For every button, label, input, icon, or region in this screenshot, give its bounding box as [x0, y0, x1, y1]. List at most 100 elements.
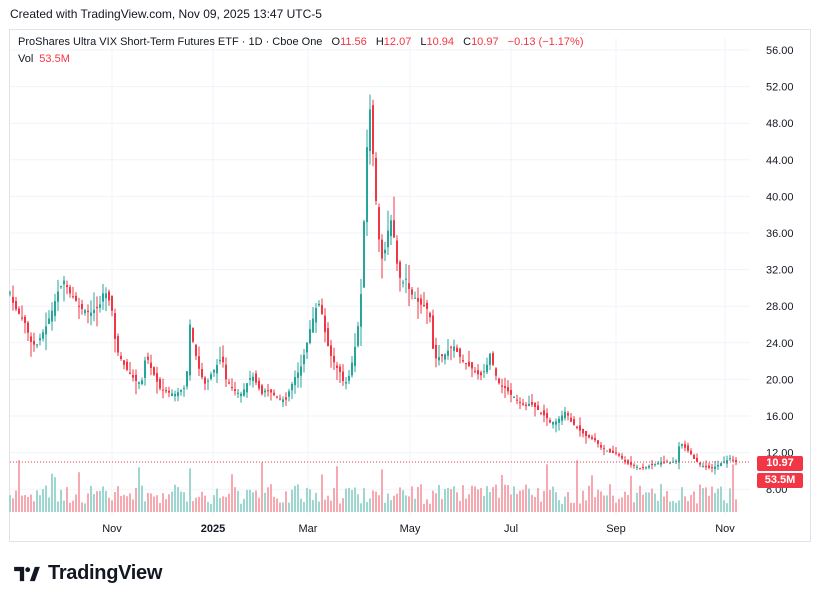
candle-body [708, 465, 710, 468]
candle-body [138, 382, 140, 384]
volume-bar [600, 491, 602, 512]
candle-body [471, 362, 473, 369]
candle-body [402, 282, 404, 284]
candle-body [573, 419, 575, 425]
volume-bar [156, 495, 158, 512]
volume-bar [303, 502, 305, 512]
candle-body [534, 402, 536, 408]
volume-bar [378, 495, 380, 512]
volume-bar [36, 490, 38, 512]
candle-body [579, 425, 581, 431]
candle-body [438, 357, 440, 361]
candle-body [678, 446, 680, 463]
candle-body [435, 344, 437, 359]
candle-body [603, 448, 605, 450]
volume-bar [573, 502, 575, 512]
candle-body [597, 440, 599, 444]
volume-bar [648, 492, 650, 512]
volume-bar [75, 494, 77, 512]
volume-bar [249, 489, 251, 512]
volume-bar [141, 485, 143, 512]
candle-body [654, 463, 656, 465]
y-tick-label: 56.00 [766, 45, 794, 57]
volume-bar [420, 484, 422, 512]
volume-bar [684, 496, 686, 512]
volume-bar [516, 494, 518, 512]
candle-body [492, 353, 494, 365]
volume-bar [327, 495, 329, 512]
volume-bar [612, 495, 614, 512]
candle-body [705, 465, 707, 468]
brand-name: TradingView [48, 562, 163, 584]
volume-bar [348, 488, 350, 512]
volume-bar [228, 493, 230, 512]
volume-bar [651, 488, 653, 512]
volume-bar [57, 501, 59, 512]
volume-bar [456, 492, 458, 512]
volume-bar [33, 501, 35, 512]
candle-body [21, 317, 23, 319]
candle-body [675, 460, 677, 462]
candle-body [396, 240, 398, 264]
candle-body [621, 455, 623, 459]
candle-body [660, 462, 662, 465]
candle-body [24, 316, 26, 323]
candle-body [129, 372, 131, 374]
candle-body [168, 390, 170, 393]
volume-bar [354, 487, 356, 512]
volume-bar [282, 502, 284, 512]
volume-bar [618, 498, 620, 512]
volume-bar [384, 502, 386, 512]
volume-bar [306, 487, 308, 512]
candle-body [369, 109, 371, 152]
candle-body [12, 296, 14, 303]
volume-bar [318, 501, 320, 512]
open-label: O [331, 36, 341, 48]
volume-bar [261, 462, 263, 512]
volume-bar [708, 495, 710, 512]
volume-bar [123, 494, 125, 512]
candle-body [81, 304, 83, 309]
candle-body [558, 418, 560, 423]
candle-body [45, 326, 47, 335]
candle-body [600, 445, 602, 448]
candle-body [153, 367, 155, 375]
candle-body [543, 410, 545, 416]
volume-bar [621, 497, 623, 512]
volume-bar [339, 503, 341, 512]
volume-bar [729, 488, 731, 512]
volume-bar [165, 499, 167, 512]
candle-body [561, 415, 563, 421]
volume-bar [702, 488, 704, 512]
y-tick-label: 40.00 [766, 191, 794, 203]
volume-bar [210, 503, 212, 512]
candle-body [522, 403, 524, 405]
volume-bar [582, 490, 584, 512]
candle-body [423, 305, 425, 307]
tradingview-brand[interactable]: TradingView [12, 562, 162, 585]
candle-body [549, 420, 551, 423]
candle-body [63, 280, 65, 285]
candle-body [36, 344, 38, 346]
volume-bar [423, 503, 425, 512]
candle-body [375, 157, 377, 201]
candle-body [528, 403, 530, 407]
candle-body [348, 375, 350, 381]
candle-body [15, 301, 17, 310]
volume-bar [459, 500, 461, 512]
volume-bar [177, 487, 179, 512]
candle-body [327, 328, 329, 347]
volume-bar [132, 499, 134, 512]
volume-bar [372, 490, 374, 512]
volume-bar [576, 460, 578, 512]
volume-bar [192, 501, 194, 512]
candle-body [135, 374, 137, 381]
candle-body [111, 295, 113, 311]
candle-body [126, 361, 128, 370]
candle-body [609, 448, 611, 453]
candle-body [648, 465, 650, 468]
volume-bar [321, 474, 323, 512]
volume-bar [681, 487, 683, 512]
volume-bar [732, 464, 734, 512]
